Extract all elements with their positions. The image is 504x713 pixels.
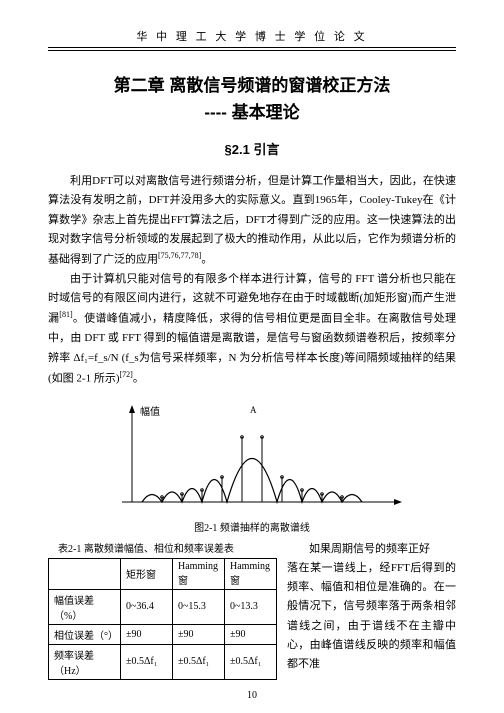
- paragraph-1: 利用DFT可以对离散信号进行频谱分析，但是计算工作量相当大，因此，在快速算法没有…: [48, 172, 456, 270]
- table-cell: ±0.5Δf₁: [121, 644, 173, 679]
- y-axis-label: 幅值: [140, 405, 160, 418]
- citation-2: [81]: [59, 310, 72, 319]
- table-cell: 相位误差（°）: [49, 624, 121, 644]
- header-rule: [48, 47, 456, 51]
- para2-formula: Δf₁=f_s/N (f_s为信号采样频率，N 为分析信号样本长度)等间隔频域抽…: [48, 352, 456, 385]
- chapter-title: 第二章 离散信号频谱的窗谱校正方法: [48, 71, 456, 96]
- table-cell: 0~15.3: [173, 589, 225, 624]
- chapter-subtitle: ---- 基本理论: [48, 98, 456, 123]
- right-paragraph: 如果周期信号的频率正好 落在某一谱线上，经FFT后得到的频率、幅值和相位是准确的…: [287, 540, 456, 680]
- table-caption: 表2-1 离散频谱幅值、相位和频率误差表: [48, 540, 277, 555]
- table-row: 幅值误差（%） 0~36.4 0~15.3 0~13.3: [49, 589, 277, 624]
- table-cell: 0~36.4: [121, 589, 173, 624]
- para1-text: 利用DFT可以对离散信号进行频谱分析，但是计算工作量相当大，因此，在快速算法没有…: [48, 175, 456, 266]
- right-para-first: 如果周期信号的频率正好: [287, 540, 456, 559]
- lower-section: 表2-1 离散频谱幅值、相位和频率误差表 矩形窗 Hamming窗 Hammin…: [48, 540, 456, 680]
- citation-3: [72]: [120, 370, 133, 379]
- para1-end: 。: [201, 254, 212, 266]
- spectrum-chart: 幅值 A: [92, 397, 412, 517]
- table-row: 相位误差（°） ±90 ±90 ±90: [49, 624, 277, 644]
- table-cell: ±0.5Δf₁: [173, 644, 225, 679]
- right-para-body: 落在某一谱线上，经FFT后得到的频率、幅值和相位是准确的。在一般情况下，信号频率…: [287, 562, 456, 670]
- table-block: 表2-1 离散频谱幅值、相位和频率误差表 矩形窗 Hamming窗 Hammin…: [48, 540, 277, 680]
- table-header: Hamming窗: [173, 558, 225, 589]
- table-cell: ±90: [121, 624, 173, 644]
- table-header: 矩形窗: [121, 558, 173, 589]
- table-cell: 幅值误差（%）: [49, 589, 121, 624]
- table-cell: ±90: [225, 624, 277, 644]
- table-row: 频率误差（Hz） ±0.5Δf₁ ±0.5Δf₁ ±0.5Δf₁: [49, 644, 277, 679]
- peak-label: A: [250, 405, 257, 415]
- table-cell: 0~13.3: [225, 589, 277, 624]
- error-table: 矩形窗 Hamming窗 Hamming窗 幅值误差（%） 0~36.4 0~1…: [48, 558, 277, 680]
- page-number: 10: [0, 690, 504, 701]
- figure-caption: 图2-1 频谱抽样的离散谱线: [48, 519, 456, 534]
- para2-end: 。: [133, 372, 144, 384]
- figure-2-1: 幅值 A 图2-1 频谱抽样的离散谱线: [48, 397, 456, 534]
- citation-1: [75,76,77,78]: [158, 251, 201, 260]
- section-title: §2.1 引言: [48, 139, 456, 158]
- table-header-row: 矩形窗 Hamming窗 Hamming窗: [49, 558, 277, 589]
- table-cell: 频率误差（Hz）: [49, 644, 121, 679]
- running-header: 华 中 理 工 大 学 博 士 学 位 论 文: [48, 28, 456, 47]
- table-header: [49, 558, 121, 589]
- table-cell: ±90: [173, 624, 225, 644]
- spectrum-curve: [142, 458, 362, 502]
- table-cell: ±0.5Δf₁: [225, 644, 277, 679]
- paragraph-2: 由于计算机只能对信号的有限多个样本进行计算，信号的 FFT 谱分析也只能在时域信…: [48, 270, 456, 389]
- table-header: Hamming窗: [225, 558, 277, 589]
